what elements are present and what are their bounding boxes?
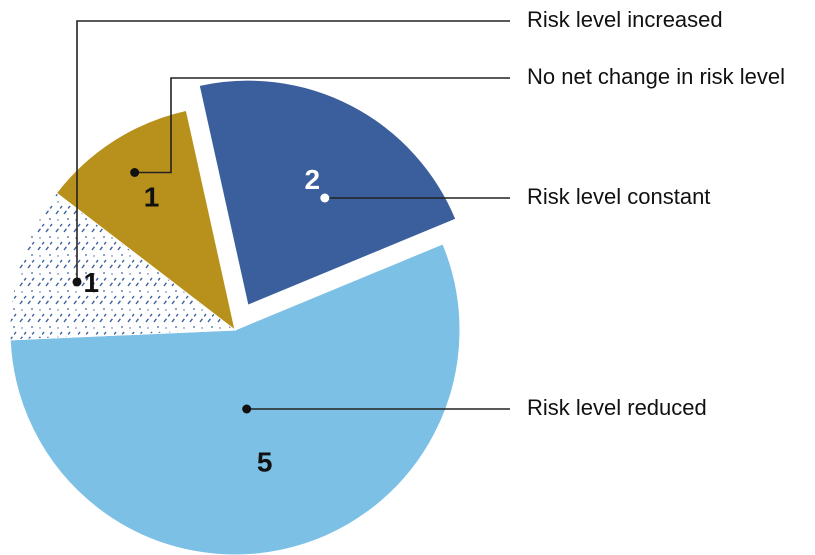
- leader-lines-layer: [72, 20, 510, 414]
- pie-slice-no-net-change-in-risk-level: [55, 109, 236, 332]
- legend-label-no-net-change-in-risk-level: No net change in risk level: [527, 64, 785, 89]
- leader-dot-no-net-change-in-risk-level: [130, 167, 140, 177]
- leader-line-risk-level-increased: [76, 20, 510, 282]
- leader-dot-risk-level-constant: [320, 193, 330, 203]
- leader-line-no-net-change-in-risk-level: [134, 77, 510, 174]
- pie-slice-risk-level-increased: [9, 192, 237, 341]
- pie-slices-layer: [9, 79, 461, 555]
- legend-label-risk-level-increased: Risk level increased: [527, 7, 723, 32]
- value-label-risk-level-increased: 1: [83, 267, 99, 298]
- leader-dot-risk-level-reduced: [242, 404, 252, 414]
- legend-label-risk-level-constant: Risk level constant: [527, 184, 710, 209]
- leader-dot-risk-level-increased: [72, 277, 82, 287]
- legend-labels-layer: Risk level constant Risk level reduced Ris…: [527, 7, 785, 420]
- legend-label-risk-level-reduced: Risk level reduced: [527, 395, 707, 420]
- pie-slice-risk-level-reduced: [9, 243, 461, 555]
- value-label-no-net-change-in-risk-level: 1: [144, 181, 160, 212]
- value-label-risk-level-constant: 2: [305, 164, 321, 195]
- value-label-risk-level-reduced: 5: [257, 446, 273, 477]
- pie-slice-risk-level-constant: [198, 79, 457, 306]
- value-labels-layer: 2 5 1 1: [83, 164, 320, 478]
